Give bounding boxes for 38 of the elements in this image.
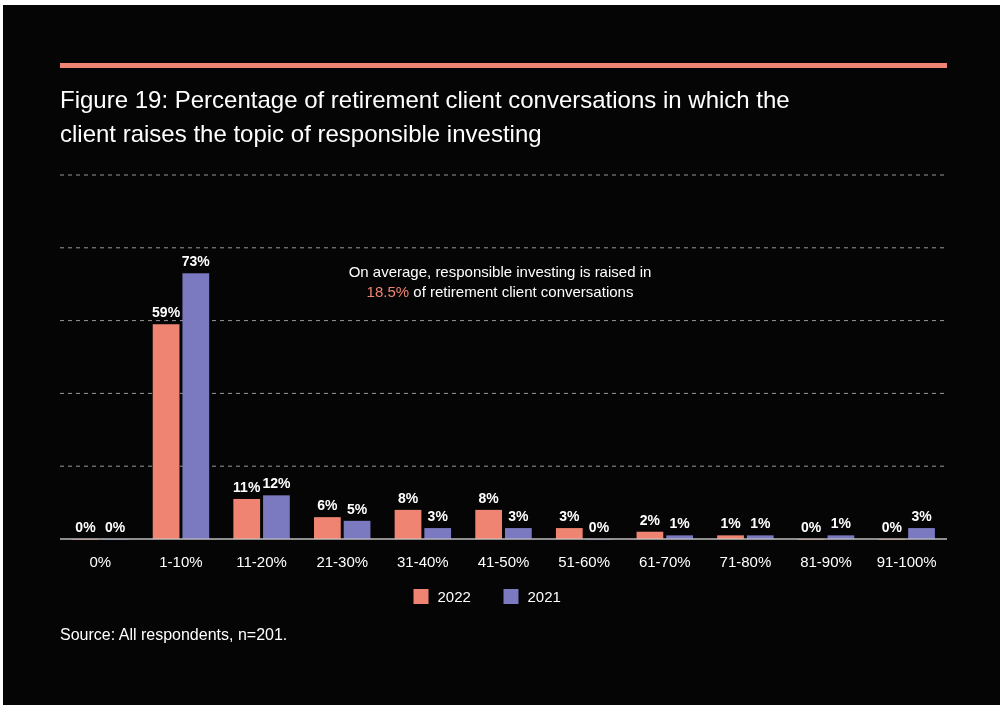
x-tick-label: 21-30%	[316, 553, 369, 570]
x-tick-label: 71-80%	[719, 553, 772, 570]
data-label: 0%	[801, 519, 822, 535]
x-tick-label: 0%	[89, 553, 112, 570]
x-tick-label: 91-100%	[876, 553, 937, 570]
data-label: 2%	[639, 511, 661, 528]
data-label: 12%	[262, 475, 291, 492]
data-label: 1%	[669, 515, 691, 532]
data-label: 59%	[152, 304, 181, 321]
data-label: 3%	[911, 508, 933, 525]
x-tick-label: 31-40%	[397, 553, 449, 570]
data-label: 0%	[881, 519, 903, 535]
data-label: 3%	[559, 508, 580, 525]
x-tick-label: 1-10%	[159, 553, 203, 570]
data-label: 1%	[750, 515, 771, 532]
data-label: 3%	[427, 508, 449, 525]
data-label: 0%	[75, 519, 97, 535]
x-tick-label: 51-60%	[558, 553, 610, 570]
x-tick-label: 41-50%	[477, 553, 530, 570]
data-label: 6%	[317, 497, 339, 514]
data-label: 73%	[181, 253, 211, 270]
data-label: 0%	[588, 519, 610, 535]
data-label: 0%	[105, 519, 126, 535]
chart-title: Figure 19: Percentage of retirement client conversations in which the client raises the topic of responsible investing	[60, 86, 790, 147]
data-label: 1%	[830, 515, 852, 532]
data-label: 11%	[233, 478, 261, 495]
x-tick-label: 11-20%	[236, 553, 287, 570]
legend-label: 2021	[527, 588, 561, 605]
source-note: Source: All respondents, n=201.	[60, 626, 288, 643]
data-label: 8%	[397, 489, 419, 506]
x-tick-label: 61-70%	[638, 553, 691, 570]
data-label: 3%	[508, 508, 530, 525]
data-label: 5%	[346, 500, 368, 517]
x-tick-label: 81-90%	[800, 553, 852, 570]
legend-label: 2022	[437, 588, 471, 605]
data-label: 8%	[478, 489, 500, 506]
annotation: On average, responsible investing is raised in 18.5% of retirement client conversations	[348, 263, 652, 300]
data-label: 1%	[720, 515, 742, 532]
